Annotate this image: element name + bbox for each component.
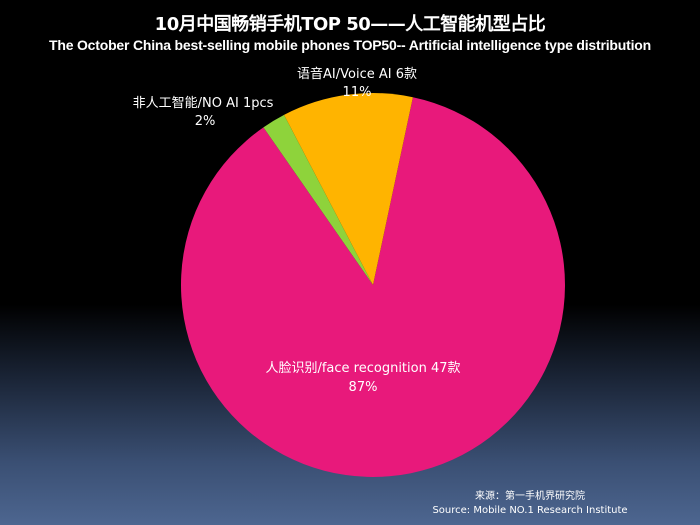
slice-label-voice-ai: 语音AI/Voice AI 6款: [297, 66, 417, 82]
source-note: 来源：第一手机界研究院 Source: Mobile NO.1 Research…: [410, 490, 650, 518]
chart-title: 10月中国畅销手机TOP 50——人工智能机型占比: [154, 14, 546, 35]
chart-subtitle: The October China best-selling mobile ph…: [49, 37, 651, 53]
slice-percent-voice-ai: 11%: [343, 85, 372, 100]
pie-slices: [180, 93, 565, 478]
slice-label-face-recognition: 人脸识别/face recognition 47款: [265, 361, 460, 376]
source-line-en: Source: Mobile NO.1 Research Institute: [432, 505, 628, 516]
pie-slice-0: [180, 97, 565, 478]
pie-slice-2: [284, 93, 413, 285]
slice-percent-face-recognition: 87%: [349, 380, 378, 395]
pie-labels: 人脸识别/face recognition 47款 87% 非人工智能/NO A…: [133, 66, 461, 395]
slice-label-no-ai: 非人工智能/NO AI 1pcs: [133, 96, 274, 111]
source-line-cn: 来源：第一手机界研究院: [475, 491, 585, 502]
pie-slice-1: [263, 114, 373, 285]
slice-percent-no-ai: 2%: [195, 114, 216, 129]
